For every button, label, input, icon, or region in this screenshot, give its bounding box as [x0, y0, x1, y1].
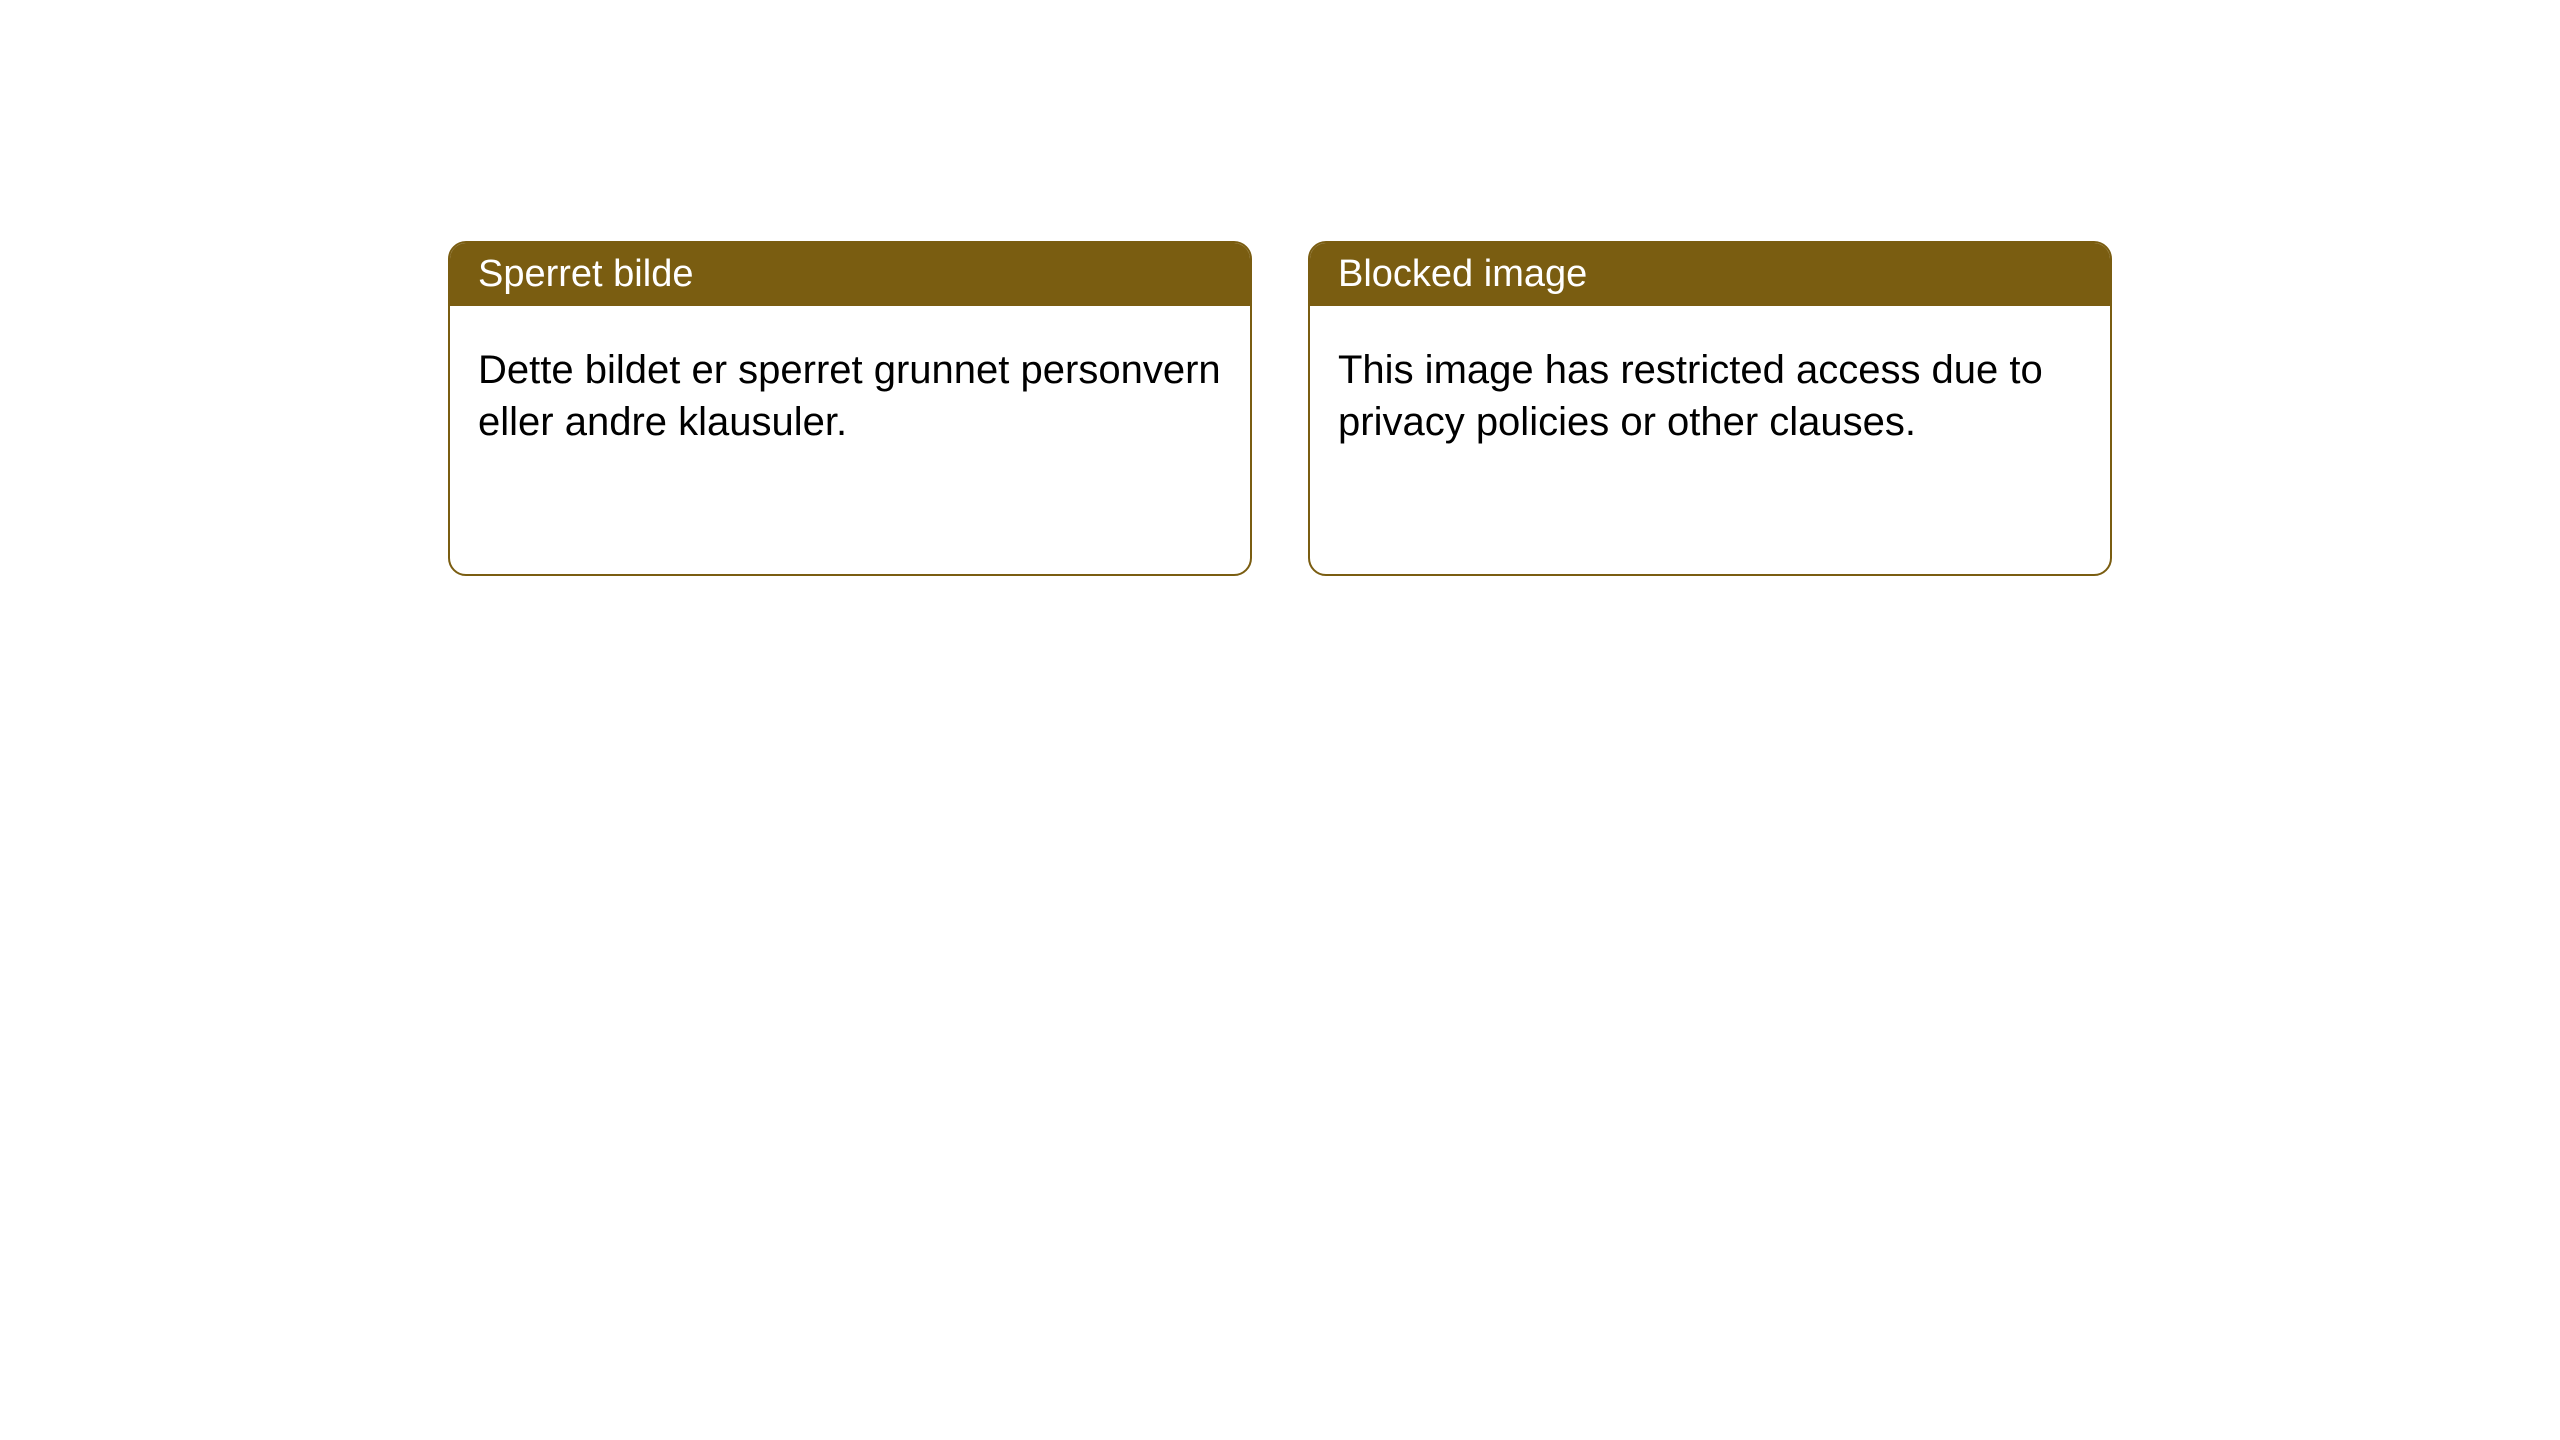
card-body-text-en: This image has restricted access due to … — [1338, 348, 2043, 444]
card-header-no: Sperret bilde — [450, 243, 1250, 306]
blocked-image-card-no: Sperret bilde Dette bildet er sperret gr… — [448, 241, 1252, 576]
card-header-en: Blocked image — [1310, 243, 2110, 306]
notice-container: Sperret bilde Dette bildet er sperret gr… — [0, 0, 2560, 576]
blocked-image-card-en: Blocked image This image has restricted … — [1308, 241, 2112, 576]
card-title-en: Blocked image — [1338, 253, 1587, 295]
card-body-en: This image has restricted access due to … — [1310, 306, 2110, 486]
card-body-text-no: Dette bildet er sperret grunnet personve… — [478, 348, 1221, 444]
card-body-no: Dette bildet er sperret grunnet personve… — [450, 306, 1250, 486]
card-title-no: Sperret bilde — [478, 253, 693, 295]
